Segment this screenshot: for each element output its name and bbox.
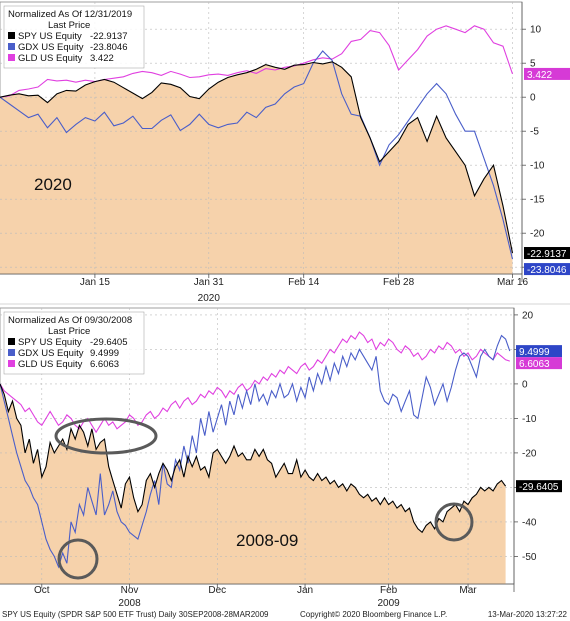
- footer: SPY US Equity (SPDR S&P 500 ETF Trust) D…: [2, 610, 568, 619]
- legend-box: [3, 311, 145, 375]
- y-tick-label: -10: [522, 414, 537, 425]
- chart-panel-2: 20100-10-20-30-40-50OctNovDecJanFebMar20…: [0, 307, 562, 609]
- y-tick-label: 0: [522, 379, 528, 390]
- legend-swatch: [8, 43, 15, 50]
- last-value-tag-gdx: -23.8046: [524, 263, 570, 276]
- y-tick-label: -50: [522, 552, 537, 563]
- x-tick-label: Mar 16: [497, 277, 529, 288]
- last-value-tag-gdx: 9.4999: [516, 345, 562, 358]
- legend-swatch: [8, 32, 15, 39]
- y-tick-label: -5: [530, 127, 539, 138]
- highlight-ellipse-gld: [54, 417, 158, 455]
- x-tick-label: Feb: [380, 585, 398, 596]
- spy-area-fill: [0, 383, 506, 584]
- last-value-tag-spy: -29.6405: [516, 480, 562, 493]
- legend-series-value: -29.6405: [90, 337, 128, 348]
- panel-annotation: 2008-09: [236, 531, 298, 550]
- last-value-tag-gld: 6.6063: [516, 357, 562, 370]
- highlight-circle-spy-low: [434, 502, 474, 542]
- y-tick-label: 0: [530, 93, 536, 104]
- last-value-tag-gld: 3.422: [524, 67, 570, 81]
- x-tick-label: Dec: [208, 585, 226, 596]
- x-year-label: 2008: [118, 598, 141, 609]
- spy-area-fill: [0, 61, 513, 274]
- legend-swatch: [8, 360, 15, 367]
- legend-series-name: GDX US Equity: [18, 42, 84, 53]
- highlight-circle-gdx-low: [57, 538, 99, 580]
- y-tick-label: -20: [522, 448, 537, 459]
- x-year-label: 2009: [378, 598, 401, 609]
- x-tick-label: Jan 15: [80, 277, 110, 288]
- tag-bg: [524, 67, 570, 80]
- y-tick-label: -15: [530, 195, 545, 206]
- legend-series-value: 3.422: [90, 53, 114, 64]
- x-year-label: 2020: [198, 293, 221, 304]
- legend-series-name: SPY US Equity: [18, 337, 82, 348]
- series-line-gld: [0, 25, 514, 98]
- y-tick-label: 10: [530, 25, 542, 36]
- legend-swatch: [8, 338, 15, 345]
- legend-series-value: 9.4999: [90, 348, 119, 359]
- tag-label: -23.8046: [527, 265, 567, 276]
- tag-bg: [524, 263, 570, 276]
- legend-subtitle: Last Price: [48, 20, 90, 31]
- legend-series-value: -22.9137: [90, 31, 128, 42]
- legend-series-name: GLD US Equity: [18, 53, 83, 64]
- y-tick-label: -40: [522, 517, 537, 528]
- tag-label: 3.422: [527, 70, 552, 81]
- x-tick-label: Feb 28: [383, 277, 415, 288]
- tag-label: -22.9137: [527, 249, 567, 260]
- legend-box: [3, 5, 145, 69]
- panel-annotation: 2020: [34, 175, 72, 194]
- footer-left: SPY US Equity (SPDR S&P 500 ETF Trust) D…: [2, 610, 269, 619]
- legend-title: Normalized As Of 12/31/2019: [8, 9, 132, 20]
- legend-swatch: [8, 349, 15, 356]
- legend-series-name: GLD US Equity: [18, 359, 83, 370]
- legend-series-value: -23.8046: [90, 42, 128, 53]
- tag-label: -29.6405: [519, 482, 559, 493]
- tag-label: 6.6063: [519, 359, 550, 370]
- footer-right: 13-Mar-2020 13:27:22: [488, 610, 568, 619]
- tag-label: 9.4999: [519, 347, 550, 358]
- y-tick-label: 5: [530, 59, 536, 70]
- x-tick-label: Mar: [459, 585, 477, 596]
- series-line-gdx: [0, 50, 514, 260]
- tag-bg: [516, 357, 562, 370]
- y-tick-label: 20: [522, 310, 534, 321]
- legend-subtitle: Last Price: [48, 326, 90, 337]
- legend-series-name: GDX US Equity: [18, 348, 84, 359]
- tag-bg: [516, 345, 562, 358]
- y-tick-label: -10: [530, 161, 545, 172]
- series-line-spy: [0, 61, 514, 254]
- last-value-tag-spy: -22.9137: [524, 247, 570, 260]
- legend-swatch: [8, 54, 15, 61]
- x-tick-label: Feb 14: [288, 277, 320, 288]
- footer-center: Copyright© 2020 Bloomberg Finance L.P.: [300, 610, 447, 619]
- x-tick-label: Jan 31: [194, 277, 224, 288]
- x-tick-label: Nov: [121, 585, 139, 596]
- series-line-gdx: [0, 334, 511, 569]
- x-tick-label: Oct: [34, 585, 50, 596]
- tag-bg: [524, 247, 570, 260]
- legend-title: Normalized As Of 09/30/2008: [8, 315, 132, 326]
- tag-bg: [516, 480, 562, 493]
- legend-series-value: 6.6063: [90, 359, 119, 370]
- y-tick-label: -20: [530, 229, 545, 240]
- legend-series-name: SPY US Equity: [18, 31, 82, 42]
- series-line-spy: [0, 383, 507, 534]
- x-tick-label: Jan: [297, 585, 313, 596]
